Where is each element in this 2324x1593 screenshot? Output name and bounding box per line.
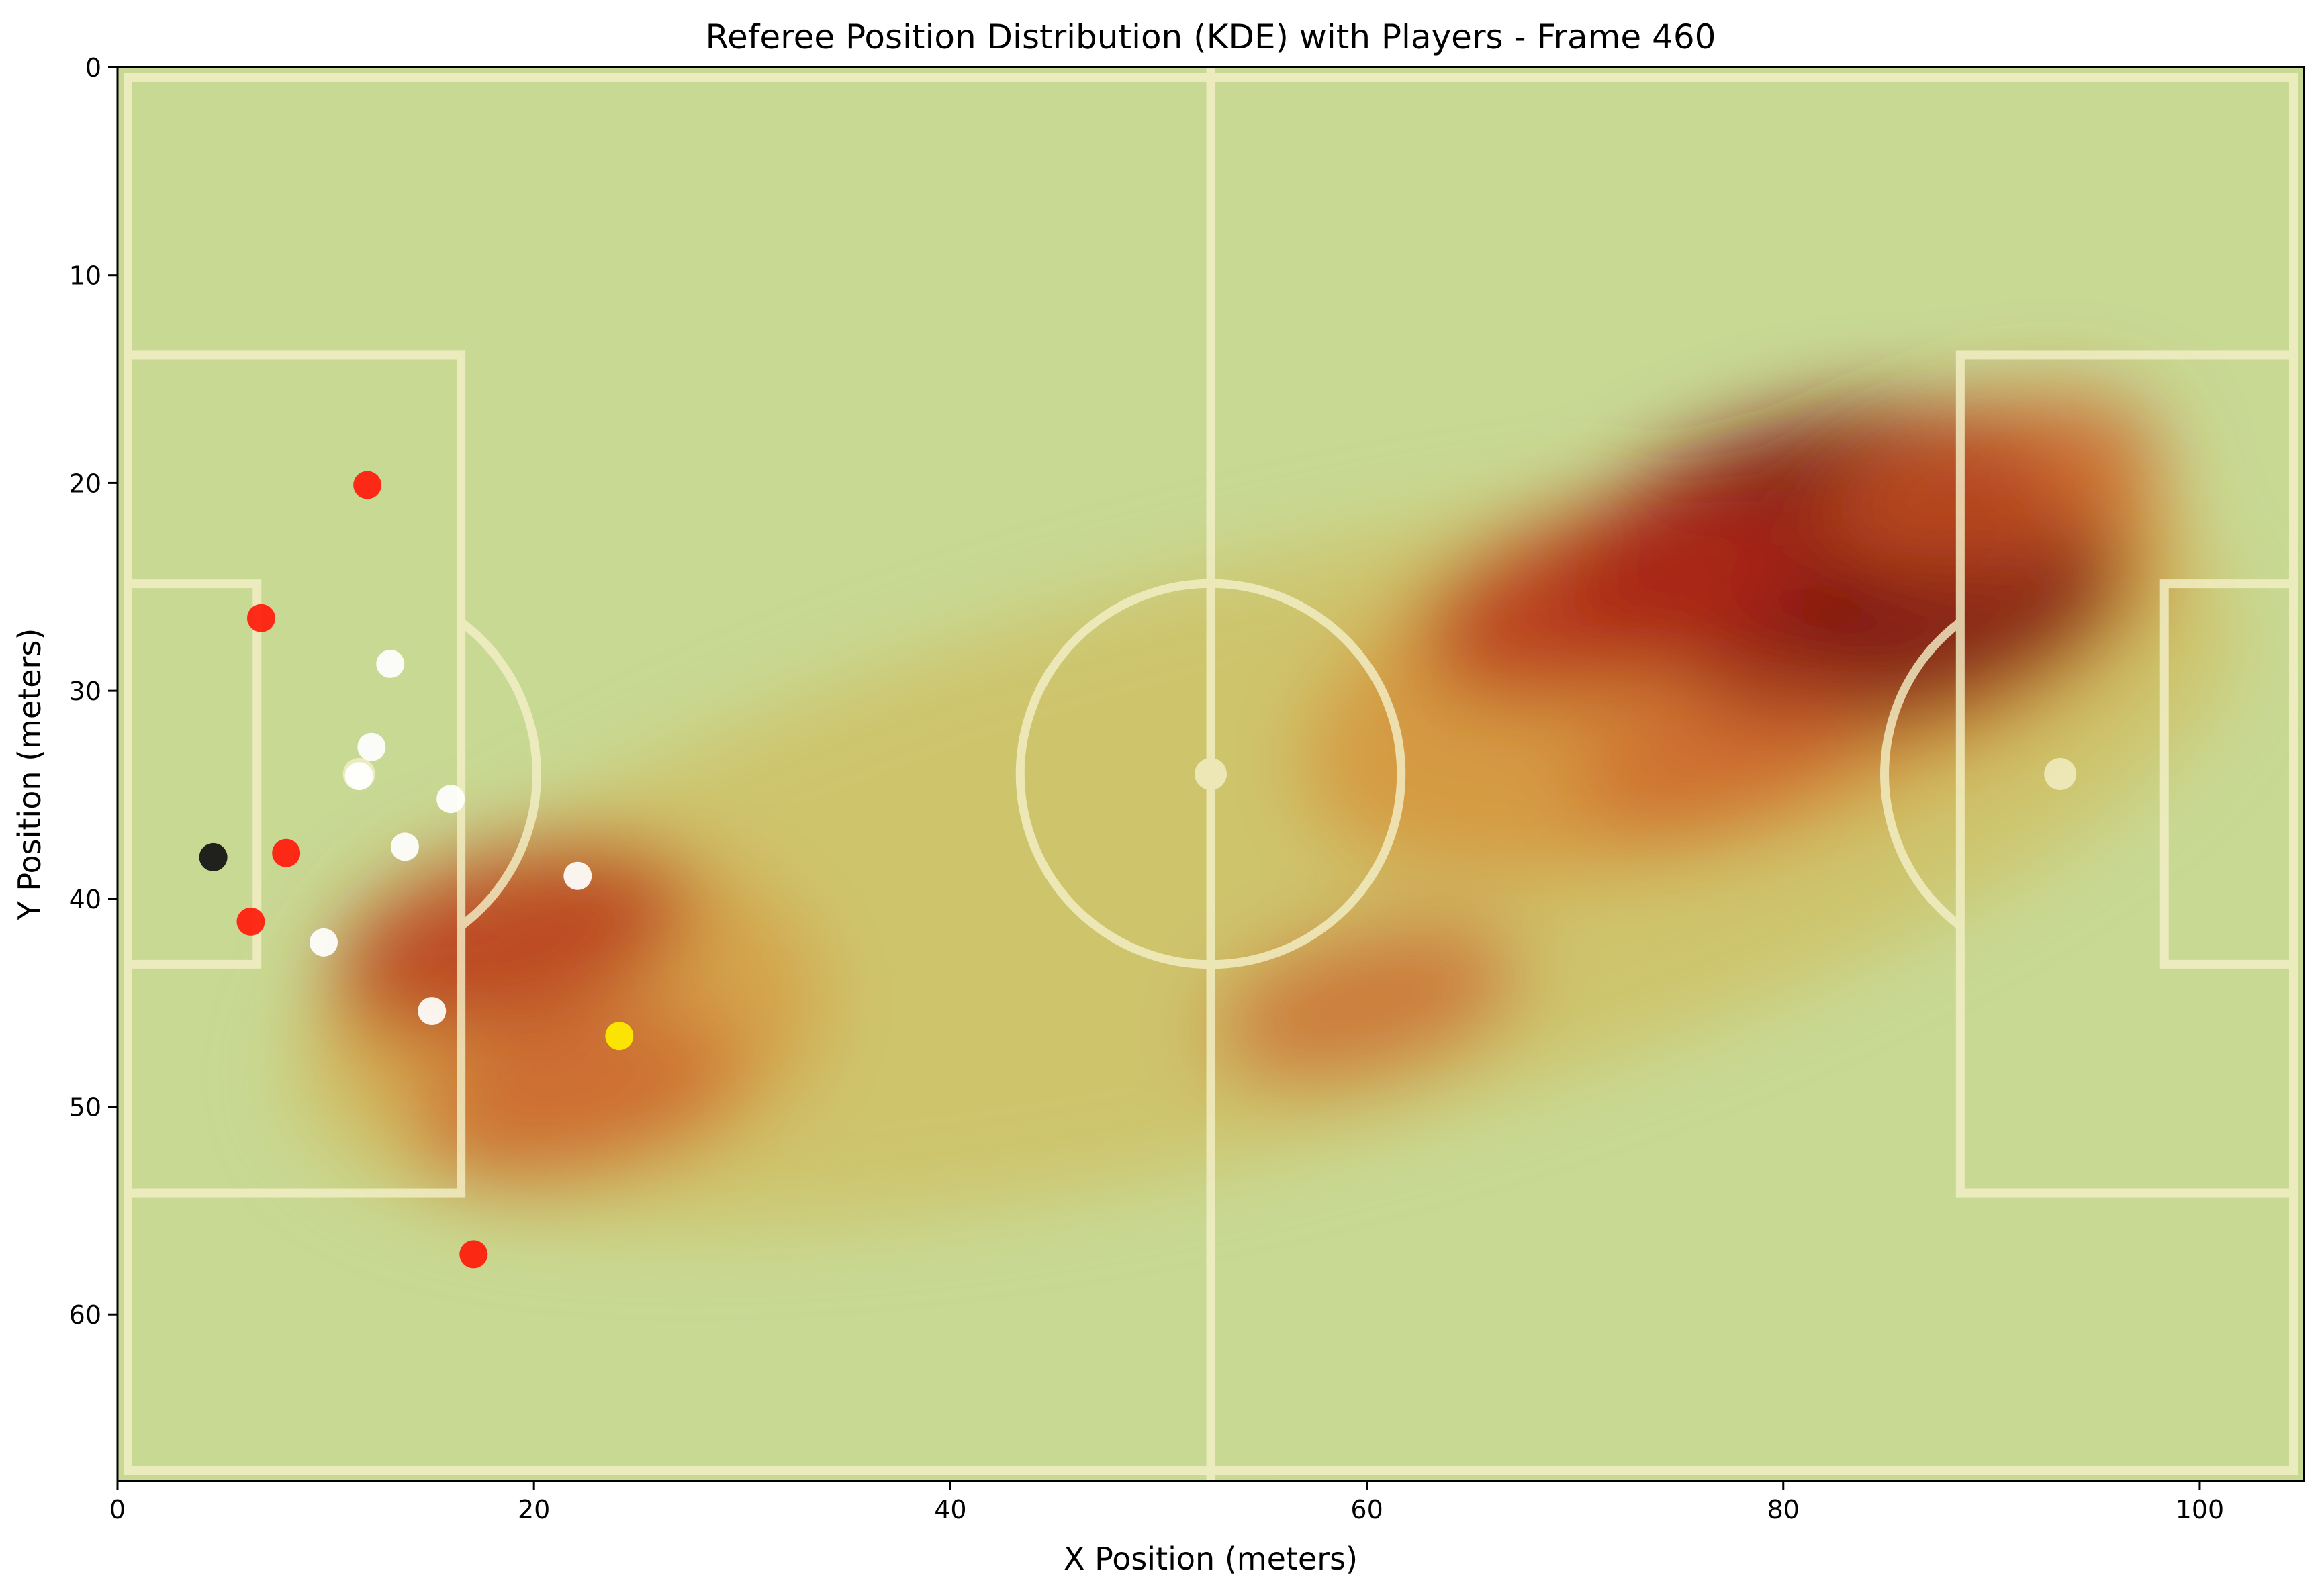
- x-axis-label: X Position (meters): [1064, 1541, 1358, 1577]
- kde-hotspot: [1422, 493, 1812, 701]
- y-axis-label: Y Position (meters): [11, 628, 48, 921]
- right-goal-box: [2159, 579, 2298, 969]
- player-point-red: [459, 1240, 488, 1269]
- kde-hotspot: [1575, 674, 1867, 832]
- x-tick-label: 40: [934, 1495, 966, 1525]
- y-tick-label: 50: [69, 1093, 101, 1122]
- center-circle: [1015, 579, 1406, 969]
- pitch-lines: [124, 67, 2298, 1481]
- player-point-white: [376, 649, 405, 678]
- plot-frame: [116, 66, 2305, 1482]
- player-point-white: [344, 762, 373, 791]
- right-penalty-spot: [2044, 758, 2077, 790]
- kde-hotspot: [1821, 391, 2162, 574]
- player-point-red: [236, 907, 265, 936]
- y-tick-label: 10: [69, 261, 101, 291]
- axes: 0 20 40 60 80 100 0 10 20 30 40 50 60: [69, 53, 2305, 1525]
- player-point-white: [563, 861, 592, 890]
- x-tick-label: 100: [2176, 1495, 2225, 1525]
- kde-hotspot: [1213, 920, 1522, 1085]
- player-point-goalkeeper: [199, 842, 228, 871]
- x-tick-label: 20: [518, 1495, 550, 1525]
- right-penalty-arc: [1880, 618, 1963, 930]
- player-point-red: [353, 471, 382, 499]
- player-point-red: [272, 838, 301, 867]
- plot-area: [118, 67, 2304, 1481]
- x-tick-label: 80: [1767, 1495, 1800, 1525]
- y-tick-label: 30: [69, 677, 101, 706]
- player-point-white: [309, 928, 338, 957]
- x-tick-label: 0: [109, 1495, 126, 1525]
- y-tick-label: 0: [85, 53, 101, 83]
- kde-hotspot: [413, 1009, 738, 1184]
- y-tick-label: 20: [69, 469, 101, 498]
- center-spot: [1195, 758, 1227, 790]
- player-point-white: [357, 732, 386, 761]
- left-goal-box: [124, 579, 262, 969]
- left-penalty-arc: [458, 618, 541, 930]
- player-point-white: [418, 997, 447, 1026]
- players: [199, 471, 634, 1269]
- kde-hotspot: [334, 845, 692, 1036]
- player-point-yellow: [605, 1022, 634, 1051]
- y-tick-label: 40: [69, 885, 101, 914]
- chart-title: Referee Position Distribution (KDE) with…: [705, 17, 1716, 56]
- y-tick-label: 60: [69, 1300, 101, 1330]
- player-point-red: [246, 604, 275, 632]
- player-point-white: [390, 832, 419, 861]
- x-tick-label: 60: [1350, 1495, 1383, 1525]
- player-point-white: [436, 785, 465, 814]
